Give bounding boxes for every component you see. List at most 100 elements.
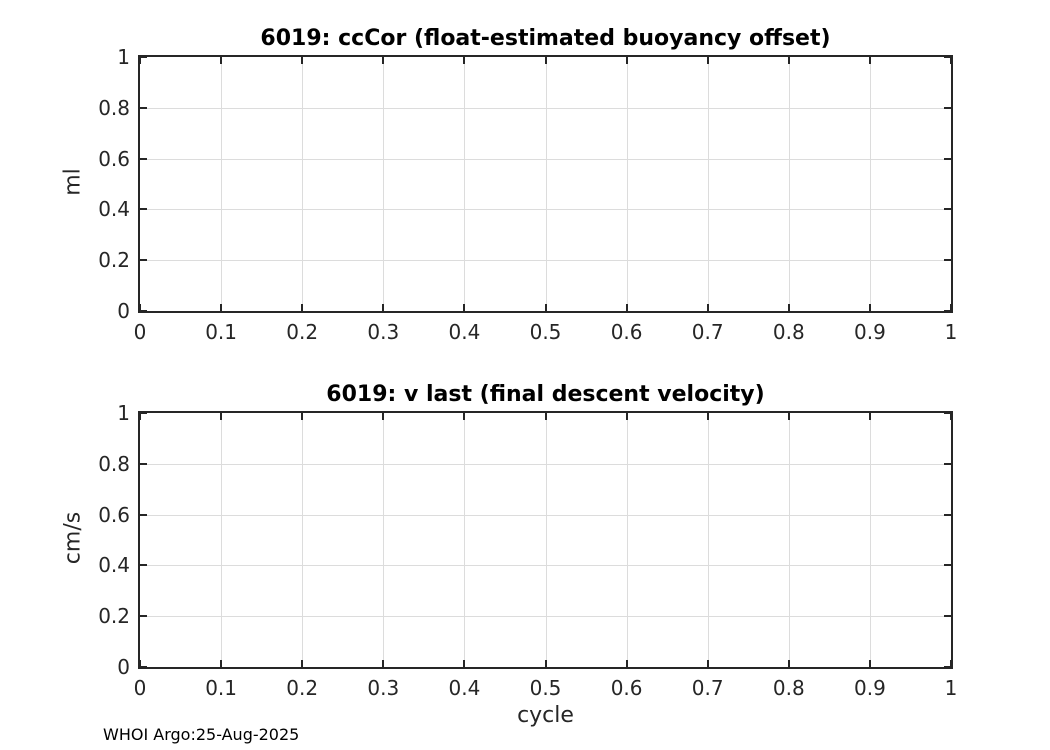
x-tick-mark — [950, 304, 952, 311]
y-tick-mark — [944, 157, 951, 160]
vertical-gridline — [302, 57, 304, 311]
y-tick-mark — [140, 513, 147, 516]
x-tick-label: 0.7 — [691, 676, 724, 700]
x-tick-mark — [868, 413, 871, 420]
y-tick-label: 0.6 — [98, 146, 130, 171]
x-tick-mark — [139, 413, 141, 420]
x-tick-mark — [787, 304, 790, 311]
y-tick-label: 0.2 — [98, 248, 130, 273]
x-tick-label: 0.3 — [367, 676, 400, 700]
y-tick-mark — [944, 513, 951, 516]
x-tick-mark — [706, 57, 709, 64]
footer-attribution-text: WHOI Argo:25-Aug-2025 — [103, 725, 300, 744]
x-tick-mark — [301, 304, 304, 311]
x-tick-label: 0.9 — [853, 676, 886, 700]
vertical-gridline — [221, 57, 223, 311]
y-tick-label: 0.2 — [98, 604, 130, 629]
y-tick-label: 0.8 — [98, 95, 130, 120]
x-tick-mark — [220, 304, 223, 311]
y-tick-label: 0 — [117, 655, 130, 679]
y-tick-mark — [944, 412, 951, 414]
x-tick-mark — [706, 413, 709, 420]
y-tick-mark — [944, 564, 951, 567]
x-tick-mark — [463, 304, 466, 311]
y-tick-label: 0.4 — [98, 553, 130, 578]
x-tick-mark — [625, 304, 628, 311]
x-tick-label: 0.5 — [529, 676, 562, 700]
x-tick-mark — [463, 413, 466, 420]
x-tick-mark — [706, 660, 709, 667]
horizontal-gridline — [140, 260, 951, 262]
y-tick-mark — [944, 310, 951, 312]
horizontal-gridline — [140, 158, 951, 160]
vertical-gridline — [302, 413, 304, 667]
x-tick-mark — [625, 413, 628, 420]
vertical-gridline — [464, 57, 466, 311]
x-tick-mark — [544, 413, 547, 420]
vertical-gridline — [545, 57, 547, 311]
x-tick-mark — [139, 660, 141, 667]
x-tick-mark — [868, 660, 871, 667]
vertical-gridline — [383, 57, 385, 311]
y-tick-label: 1 — [117, 401, 130, 425]
x-tick-label: 0 — [133, 676, 147, 700]
x-tick-mark — [301, 660, 304, 667]
y-tick-mark — [140, 106, 147, 109]
y-tick-mark — [944, 615, 951, 618]
vertical-gridline — [788, 57, 790, 311]
x-tick-mark — [950, 57, 952, 64]
y-tick-mark — [140, 666, 147, 668]
vertical-gridline — [707, 413, 709, 667]
x-tick-mark — [625, 57, 628, 64]
horizontal-gridline — [140, 514, 951, 516]
x-tick-label: 0.1 — [205, 320, 237, 344]
y-tick-mark — [140, 259, 147, 262]
y-tick-mark — [140, 564, 147, 567]
x-tick-mark — [463, 660, 466, 667]
top-plot-title: 6019: ccCor (float-estimated buoyancy of… — [260, 26, 831, 51]
x-tick-label: 0.6 — [610, 320, 643, 344]
vertical-gridline — [707, 57, 709, 311]
vertical-gridline — [221, 413, 223, 667]
vertical-gridline — [869, 57, 871, 311]
vertical-gridline — [788, 413, 790, 667]
x-tick-label: 1 — [944, 676, 958, 700]
y-tick-mark — [944, 259, 951, 262]
y-tick-mark — [140, 615, 147, 618]
y-tick-mark — [140, 157, 147, 160]
x-tick-mark — [220, 57, 223, 64]
y-tick-mark — [140, 208, 147, 211]
vertical-gridline — [464, 413, 466, 667]
y-tick-label: 0 — [117, 299, 130, 323]
y-tick-mark — [944, 666, 951, 668]
horizontal-gridline — [140, 463, 951, 465]
horizontal-gridline — [140, 107, 951, 109]
y-tick-label: 1 — [117, 45, 130, 69]
bottom-plot-axes: 0 0.1 0.2 0.3 0.4 0.5 0.6 0.7 0.8 0.9 1 0 0.2 0.4 0.6 0… — [98, 401, 957, 700]
y-tick-mark — [140, 462, 147, 465]
x-tick-label: 0.6 — [610, 676, 643, 700]
horizontal-gridline — [140, 209, 951, 211]
vertical-gridline — [869, 413, 871, 667]
y-tick-mark — [944, 462, 951, 465]
x-tick-mark — [868, 57, 871, 64]
vertical-gridline — [383, 413, 385, 667]
y-tick-mark — [140, 310, 147, 312]
bottom-plot-y-axis-label: cm/s — [60, 511, 86, 565]
top-plot-axes: 0 0.1 0.2 0.3 0.4 0.5 0.6 0.7 0.8 0.9 1 0 0.2 0.4 0.6 0… — [98, 45, 957, 344]
x-tick-label: 1 — [944, 320, 958, 344]
y-tick-mark — [140, 56, 147, 58]
x-tick-mark — [139, 57, 141, 64]
y-tick-mark — [944, 208, 951, 211]
x-tick-mark — [382, 57, 385, 64]
vertical-gridline — [545, 413, 547, 667]
x-tick-mark — [950, 660, 952, 667]
y-tick-label: 0.4 — [98, 197, 130, 222]
x-tick-label: 0.2 — [286, 320, 319, 344]
vertical-gridline — [626, 413, 628, 667]
x-tick-mark — [382, 413, 385, 420]
bottom-plot-title: 6019: v last (final descent velocity) — [326, 382, 765, 407]
vertical-gridline — [626, 57, 628, 311]
horizontal-gridline — [140, 616, 951, 618]
x-tick-mark — [625, 660, 628, 667]
